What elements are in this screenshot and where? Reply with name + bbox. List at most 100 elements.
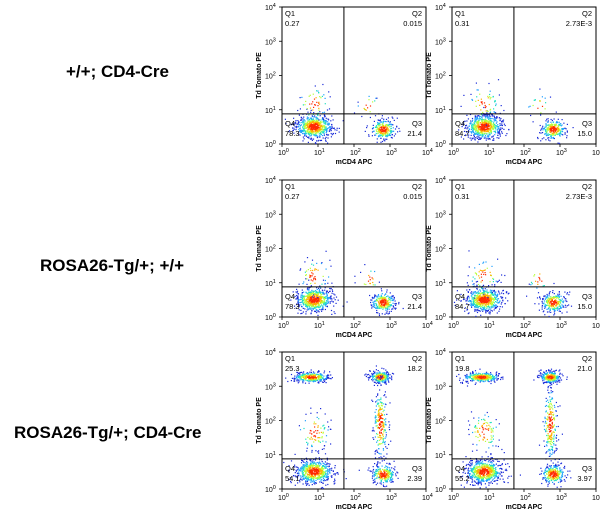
x-tick-label: 103 <box>556 493 567 502</box>
y-tick-label: 103 <box>435 37 446 46</box>
quadrant-q1-label: Q1 <box>285 182 295 191</box>
quadrant-q3-label: Q3 <box>412 119 422 128</box>
quadrant-q3v-label: 21.4 <box>407 302 422 311</box>
quadrant-q1-label: Q1 <box>285 9 295 18</box>
quadrant-q2-label: Q2 <box>412 354 422 363</box>
row-label-2: ROSA26-Tg/+; +/+ <box>40 256 184 276</box>
y-tick-label: 103 <box>435 382 446 391</box>
quadrant-q4-label: Q4 <box>455 292 465 301</box>
quadrant-q2v-label: 2.73E-3 <box>566 19 592 28</box>
quadrant-q2v-label: 2.73E-3 <box>566 192 592 201</box>
quadrant-q2-label: Q2 <box>412 9 422 18</box>
x-tick-label: 100 <box>448 493 459 502</box>
y-tick-label: 104 <box>435 3 446 12</box>
quadrant-q1-label: Q1 <box>285 354 295 363</box>
y-tick-label: 104 <box>435 176 446 185</box>
quadrant-q3v-label: 3.97 <box>577 474 592 483</box>
y-tick-label: 102 <box>265 72 276 81</box>
y-tick-label: 104 <box>265 348 276 357</box>
y-tick-label: 102 <box>435 245 446 254</box>
quadrant-q4-label: Q4 <box>285 292 295 301</box>
y-tick-label: 100 <box>435 140 446 149</box>
quadrant-q2v-label: 18.2 <box>407 364 422 373</box>
y-axis-label: Td Tomato PE <box>426 397 433 444</box>
quadrant-q4-label: Q4 <box>455 464 465 473</box>
quadrant-q4v-label: 84.7 <box>455 302 470 311</box>
quadrant-q1v-label: 0.31 <box>455 19 470 28</box>
y-tick-label: 102 <box>265 417 276 426</box>
row-label-3: ROSA26-Tg/+; CD4-Cre <box>14 423 202 443</box>
x-axis-label: mCD4 APC <box>506 504 543 511</box>
y-tick-label: 100 <box>435 313 446 322</box>
x-tick-label: 104 <box>592 148 600 157</box>
y-tick-label: 101 <box>265 451 276 460</box>
quadrant-q1v-label: 19.8 <box>455 364 470 373</box>
quadrant-q2-label: Q2 <box>582 182 592 191</box>
x-tick-label: 103 <box>386 493 397 502</box>
x-tick-label: 101 <box>484 321 495 330</box>
x-tick-label: 101 <box>314 493 325 502</box>
x-tick-label: 101 <box>484 493 495 502</box>
row-label-1: +/+; CD4-Cre <box>66 62 169 82</box>
x-tick-label: 102 <box>350 493 361 502</box>
y-tick-label: 103 <box>265 210 276 219</box>
y-tick-label: 104 <box>265 176 276 185</box>
quadrant-q4v-label: 55.2 <box>455 474 470 483</box>
quadrant-q4-label: Q4 <box>285 464 295 473</box>
y-axis-label: Td Tomato PE <box>256 225 263 272</box>
quadrant-q3v-label: 15.0 <box>577 129 592 138</box>
quadrant-q2v-label: 0.015 <box>403 19 422 28</box>
quadrant-q1-label: Q1 <box>455 9 465 18</box>
x-axis-label: mCD4 APC <box>336 504 373 511</box>
y-tick-label: 101 <box>435 106 446 115</box>
y-tick-label: 101 <box>265 106 276 115</box>
y-tick-label: 100 <box>435 485 446 494</box>
x-tick-label: 103 <box>556 321 567 330</box>
y-tick-label: 101 <box>265 279 276 288</box>
y-tick-label: 103 <box>435 210 446 219</box>
y-tick-label: 102 <box>435 72 446 81</box>
x-tick-label: 101 <box>314 148 325 157</box>
quadrant-q3v-label: 15.0 <box>577 302 592 311</box>
quadrant-q3v-label: 2.39 <box>407 474 422 483</box>
x-tick-label: 100 <box>278 148 289 157</box>
y-tick-label: 104 <box>265 3 276 12</box>
quadrant-q1v-label: 0.27 <box>285 19 300 28</box>
x-axis-label: mCD4 APC <box>506 332 543 339</box>
y-axis-label: Td Tomato PE <box>256 397 263 444</box>
y-tick-label: 100 <box>265 313 276 322</box>
y-axis-label: Td Tomato PE <box>426 52 433 99</box>
quadrant-q3-label: Q3 <box>582 464 592 473</box>
quadrant-q4v-label: 84.7 <box>455 129 470 138</box>
quadrant-q2-label: Q2 <box>582 9 592 18</box>
y-axis-label: Td Tomato PE <box>256 52 263 99</box>
y-tick-label: 100 <box>265 485 276 494</box>
x-tick-label: 102 <box>520 321 531 330</box>
x-tick-label: 100 <box>278 493 289 502</box>
x-tick-label: 102 <box>520 148 531 157</box>
quadrant-q2v-label: 21.0 <box>577 364 592 373</box>
quadrant-q1-label: Q1 <box>455 354 465 363</box>
quadrant-q3v-label: 21.4 <box>407 129 422 138</box>
quadrant-q3-label: Q3 <box>412 292 422 301</box>
x-tick-label: 102 <box>350 148 361 157</box>
y-tick-label: 103 <box>265 37 276 46</box>
y-tick-label: 101 <box>435 451 446 460</box>
x-tick-label: 101 <box>484 148 495 157</box>
x-tick-label: 102 <box>520 493 531 502</box>
y-axis-label: Td Tomato PE <box>426 225 433 272</box>
y-tick-label: 103 <box>265 382 276 391</box>
quadrant-q4v-label: 54.1 <box>285 474 300 483</box>
y-tick-label: 101 <box>435 279 446 288</box>
y-tick-label: 104 <box>435 348 446 357</box>
quadrant-q3-label: Q3 <box>582 292 592 301</box>
quadrant-q1v-label: 0.31 <box>455 192 470 201</box>
quadrant-q3-label: Q3 <box>412 464 422 473</box>
x-tick-label: 104 <box>592 493 600 502</box>
y-tick-label: 102 <box>435 417 446 426</box>
quadrant-q4v-label: 78.3 <box>285 129 300 138</box>
